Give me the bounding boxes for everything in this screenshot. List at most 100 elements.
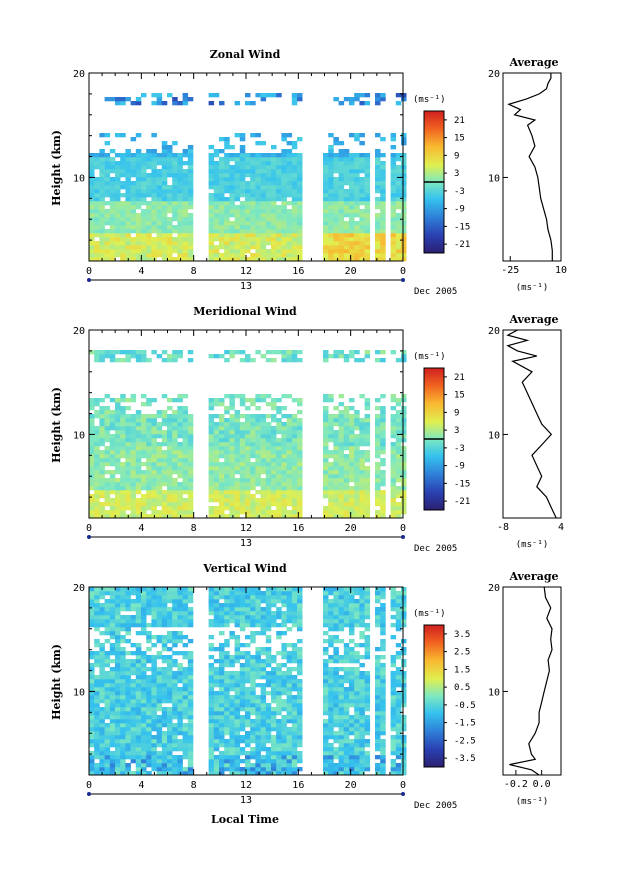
colorbar-tick-label: -21 (454, 240, 470, 250)
y-tick-label: 20 (73, 326, 85, 337)
xlabel-local-time: Local Time (211, 813, 279, 826)
day-label: 13 (240, 538, 252, 549)
y-tick-label: 10 (73, 430, 85, 441)
y-tick-label: 10 (73, 687, 85, 698)
average-profile-line (506, 329, 557, 519)
x-tick-label: 8 (191, 266, 197, 277)
colorbar-tick-label: -1.5 (454, 719, 476, 729)
average-profile-line (509, 586, 553, 776)
x-tick-label: 16 (292, 266, 304, 277)
colorbar-tick-label: -0.5 (454, 701, 476, 711)
colorbar-tick-label: -21 (454, 497, 470, 507)
colorbar (423, 624, 445, 768)
average-profile-line (507, 73, 553, 261)
x-tick-label: 0 (400, 780, 406, 791)
x-tick-label: 0 (400, 266, 406, 277)
colorbar-unit-zonal: (ms⁻¹) (413, 95, 446, 105)
colorbar-tick-label: 15 (454, 391, 465, 401)
colorbar-tick-label: 9 (454, 408, 459, 418)
ylabel-meridional: Height (km) (50, 387, 63, 463)
x-tick-label: 0 (400, 523, 406, 534)
day-axis-end-marker (401, 535, 405, 539)
colorbar-tick-label: 3.5 (454, 630, 470, 640)
colorbar-tick-label: 0.5 (454, 683, 470, 693)
day-label: 13 (240, 795, 252, 806)
ylabel-zonal: Height (km) (50, 130, 63, 206)
average-title-zonal: Average (508, 56, 558, 69)
avg-xlabel-zonal: (ms⁻¹) (516, 283, 549, 293)
x-tick-label: 12 (240, 266, 252, 277)
colorbar-unit-meridional: (ms⁻¹) (413, 352, 446, 362)
chart-title-zonal: Zonal Wind (210, 48, 281, 61)
chart-title-meridional: Meridional Wind (193, 305, 297, 318)
x-tick-label: 0 (86, 780, 92, 791)
colorbar-tick-label: 2.5 (454, 648, 470, 658)
avg-y-tick-label: 20 (488, 583, 500, 594)
average-title-vertical: Average (508, 570, 558, 583)
day-axis-end-marker (401, 792, 405, 796)
x-tick-label: 20 (345, 523, 357, 534)
x-tick-label: 16 (292, 523, 304, 534)
average-title-meridional: Average (508, 313, 558, 326)
colorbar-unit-vertical: (ms⁻¹) (413, 609, 446, 619)
x-tick-label: 4 (138, 523, 144, 534)
avg-y-tick-label: 10 (488, 173, 500, 184)
date-label-vertical: Dec 2005 (414, 801, 457, 811)
colorbar-tick-label: 9 (454, 151, 459, 161)
x-tick-label: 12 (240, 780, 252, 791)
colorbar-tick-label: -15 (454, 222, 470, 232)
colorbar-tick-label: 3 (454, 169, 459, 179)
avg-y-tick-label: 10 (488, 430, 500, 441)
x-tick-label: 0 (86, 523, 92, 534)
colorbar-tick-label: -3 (454, 444, 465, 454)
average-frame (502, 72, 562, 262)
colorbar-tick-label: -9 (454, 205, 465, 215)
avg-y-tick-label: 20 (488, 69, 500, 80)
avg-x-tick-label: -0.2 (504, 779, 528, 790)
x-tick-label: 12 (240, 523, 252, 534)
day-axis-end-marker (401, 278, 405, 282)
average-frame (502, 586, 562, 776)
day-label: 13 (240, 281, 252, 292)
x-tick-label: 20 (345, 780, 357, 791)
x-tick-label: 4 (138, 266, 144, 277)
avg-y-tick-label: 20 (488, 326, 500, 337)
avg-x-tick-label: -25 (501, 265, 519, 276)
panel-vertical: 0 4 8 12 16 20 0 13 10 20 3.5 2.5 1.5 0.5 -0.5 -1.5 -2.5… (73, 583, 562, 806)
x-tick-label: 8 (191, 523, 197, 534)
colorbar-tick-label: -9 (454, 462, 465, 472)
avg-x-tick-label: 4 (558, 522, 564, 533)
colorbar-tick-label: 1.5 (454, 665, 470, 675)
heatmap-field (89, 93, 407, 262)
y-tick-label: 20 (73, 69, 85, 80)
x-tick-label: 8 (191, 780, 197, 791)
heatmap-field (89, 587, 407, 776)
y-tick-label: 10 (73, 173, 85, 184)
panel-meridional: 0 4 8 12 16 20 0 13 10 20 21 15 9 3 -3 -9 -15 -21 -8 4 10 20 (73, 326, 564, 549)
colorbar-tick-label: 3 (454, 426, 459, 436)
x-tick-label: 20 (345, 266, 357, 277)
date-label-meridional: Dec 2005 (414, 544, 457, 554)
panel-zonal: 0 4 8 12 16 20 0 13 10 20 21 15 9 3 -3 -9 -15 -21 -25 10 10 2… (73, 69, 567, 292)
avg-x-tick-label: 10 (555, 265, 567, 276)
avg-x-tick-label: 0.0 (533, 779, 551, 790)
average-frame (502, 329, 562, 519)
heatmap-field (89, 350, 407, 519)
y-tick-label: 20 (73, 583, 85, 594)
colorbar-tick-label: -3.5 (454, 754, 476, 764)
colorbar-tick-label: -3 (454, 187, 465, 197)
day-axis-start-marker (87, 792, 91, 796)
ylabel-vertical: Height (km) (50, 644, 63, 720)
colorbar-tick-label: -2.5 (454, 736, 476, 746)
avg-xlabel-meridional: (ms⁻¹) (516, 540, 549, 550)
colorbar-tick-label: 21 (454, 116, 465, 126)
date-label-zonal: Dec 2005 (414, 287, 457, 297)
x-tick-label: 4 (138, 780, 144, 791)
colorbar-tick-label: 21 (454, 373, 465, 383)
chart-title-vertical: Vertical Wind (202, 562, 287, 575)
colorbar-tick-label: 15 (454, 134, 465, 144)
x-tick-label: 16 (292, 780, 304, 791)
avg-x-tick-label: -8 (497, 522, 509, 533)
day-axis-start-marker (87, 278, 91, 282)
